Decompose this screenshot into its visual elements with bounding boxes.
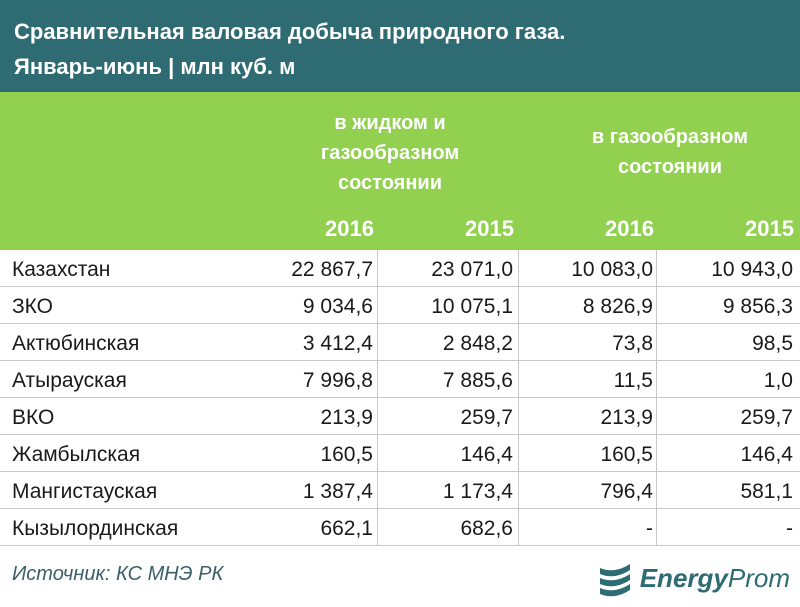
year-header: 2016: [605, 216, 654, 241]
group-label-line: в газообразном: [591, 126, 749, 148]
table-cell-value: 7 996,8: [302, 369, 373, 392]
group-label-line: газообразном: [320, 142, 460, 164]
table-cell-value: 1 173,4: [442, 480, 513, 503]
table-row: Атырауская 7 996,8 7 885,6 11,5 1,0: [0, 361, 800, 398]
table-cell-value: 10 083,0: [571, 258, 653, 281]
table-cell-value: 682,6: [460, 517, 513, 540]
table-cell-value: 1,0: [763, 369, 793, 392]
data-table: Казахстан 22 867,7 23 071,0 10 083,0 10 943,…: [0, 250, 800, 546]
row-region-name: Жамбылская: [12, 443, 141, 466]
row-region-name: Атырауская: [12, 369, 127, 392]
table-row: Мангистауская 1 387,4 1 173,4 796,4 581,1: [0, 472, 800, 509]
table-row: Казахстан 22 867,7 23 071,0 10 083,0 10 943,…: [0, 250, 800, 287]
table-cell-value: 146,4: [740, 443, 793, 466]
table-row: Жамбылская 160,5 146,4 160,5 146,4: [0, 435, 800, 472]
logo-text: EnergyProm: [640, 563, 790, 594]
table-cell-value: 22 867,7: [291, 258, 373, 281]
title-line-2: Январь-июнь | млн куб. м: [14, 54, 296, 79]
year-header: 2016: [325, 216, 374, 241]
group-label-line: состоянии: [337, 172, 443, 194]
table-row: ЗКО 9 034,6 10 075,1 8 826,9 9 856,3: [0, 287, 800, 324]
row-region-name: ВКО: [12, 406, 55, 429]
group-label-line: в жидком и: [334, 112, 446, 134]
table-cell-value: 8 826,9: [582, 295, 653, 318]
chart-title: Сравнительная валовая добыча природного …: [0, 0, 800, 92]
source-note: Источник: КС МНЭ РК: [12, 563, 224, 585]
table-row: Актюбинская 3 412,4 2 848,2 73,8 98,5: [0, 324, 800, 361]
row-region-name: ЗКО: [12, 295, 54, 318]
energyprom-logo: EnergyProm: [596, 555, 790, 601]
table-cell-value: 259,7: [460, 406, 513, 429]
table-cell-value: 7 885,6: [442, 369, 513, 392]
table-cell-value: 3 412,4: [302, 332, 373, 355]
row-region-name: Кызылординская: [12, 517, 179, 540]
table-cell-value: 11,5: [613, 369, 653, 392]
table-cell-value: 23 071,0: [431, 258, 513, 281]
table-cell-value: 160,5: [320, 443, 373, 466]
table-cell-value: 73,8: [612, 332, 653, 355]
group-label-line: состоянии: [617, 156, 723, 178]
row-region-name: Казахстан: [12, 258, 111, 281]
column-divider: [377, 250, 378, 546]
row-region-name: Мангистауская: [12, 480, 158, 503]
table-cell-value: -: [646, 517, 653, 540]
logo-text-bold: Energy: [639, 562, 728, 593]
table-cell-value: 213,9: [320, 406, 373, 429]
logo-text-light: Prom: [727, 562, 790, 593]
column-group-gaseous: в газообразном состоянии: [540, 122, 800, 182]
table-cell-value: 146,4: [460, 443, 513, 466]
table-row: ВКО 213,9 259,7 213,9 259,7: [0, 398, 800, 435]
table-cell-value: 9 034,6: [302, 295, 373, 318]
table-row: Кызылординская 662,1 682,6 - -: [0, 509, 800, 546]
year-header: 2015: [745, 216, 794, 241]
table-cell-value: 259,7: [740, 406, 793, 429]
energyprom-logo-icon: [599, 564, 630, 597]
table-cell-value: 10 075,1: [431, 295, 513, 318]
column-divider: [518, 250, 519, 546]
table-cell-value: 796,4: [600, 480, 653, 503]
table-cell-value: -: [786, 517, 793, 540]
footer: Источник: КС МНЭ РК EnergyProm: [0, 547, 800, 607]
table-cell-value: 98,5: [752, 332, 793, 355]
table-cell-value: 662,1: [320, 517, 373, 540]
row-region-name: Актюбинская: [12, 332, 140, 355]
table-cell-value: 10 943,0: [711, 258, 793, 281]
year-header: 2015: [465, 216, 514, 241]
table-cell-value: 2 848,2: [442, 332, 513, 355]
title-line-1: Сравнительная валовая добыча природного …: [14, 19, 566, 44]
table-cell-value: 160,5: [600, 443, 653, 466]
table-cell-value: 1 387,4: [302, 480, 373, 503]
table-cell-value: 213,9: [600, 406, 653, 429]
column-group-liquid-gaseous: в жидком и газообразном состоянии: [260, 108, 520, 198]
table-cell-value: 9 856,3: [722, 295, 793, 318]
table-header: в жидком и газообразном состоянии в газо…: [0, 92, 800, 250]
column-divider: [656, 250, 657, 546]
table-cell-value: 581,1: [740, 480, 793, 503]
